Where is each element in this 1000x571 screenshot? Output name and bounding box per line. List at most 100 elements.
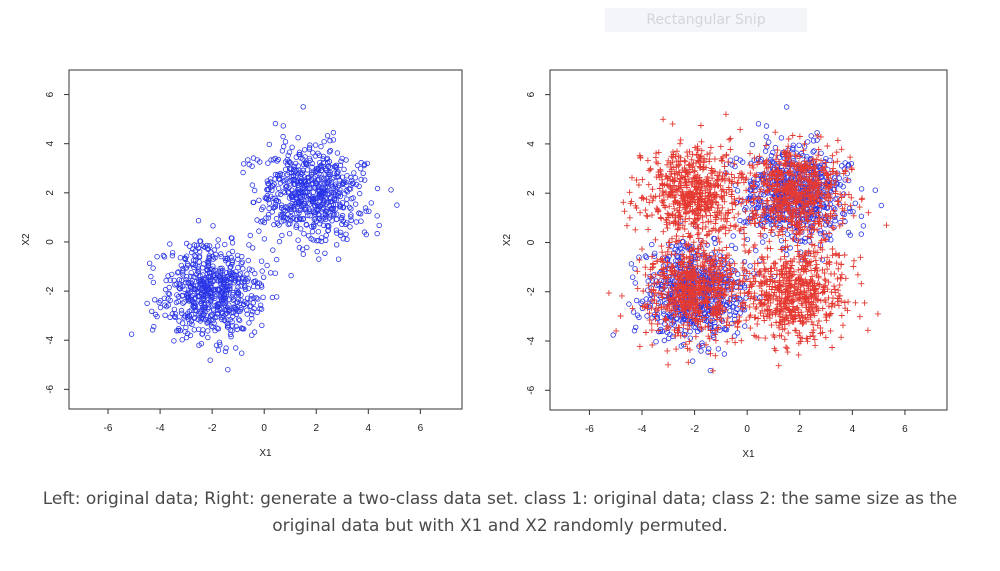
data-point <box>701 283 707 290</box>
data-point <box>722 170 729 177</box>
data-point <box>698 147 705 154</box>
data-point <box>263 195 269 202</box>
data-point <box>162 312 168 318</box>
data-point <box>670 312 677 319</box>
data-point <box>757 188 763 195</box>
data-point <box>658 290 665 297</box>
data-point <box>240 266 246 272</box>
data-point <box>665 239 672 246</box>
data-point <box>685 162 692 169</box>
y-tick-label: 0 <box>526 239 537 245</box>
data-point <box>637 209 644 216</box>
data-point <box>770 199 777 206</box>
data-point <box>192 314 198 321</box>
data-point <box>762 189 769 196</box>
data-point <box>335 192 341 199</box>
data-point <box>163 277 169 284</box>
data-point <box>348 206 354 212</box>
data-point <box>743 199 750 205</box>
class1-series <box>128 104 400 373</box>
data-point <box>295 134 301 141</box>
data-point <box>684 319 691 326</box>
data-point <box>312 211 318 217</box>
data-point <box>680 316 687 323</box>
data-point <box>204 328 211 334</box>
data-point <box>247 232 253 239</box>
data-point <box>356 210 362 216</box>
data-point <box>337 203 343 209</box>
data-point <box>786 153 793 160</box>
data-point <box>705 333 712 340</box>
y-axis-label: X2 <box>21 233 32 246</box>
data-point <box>702 208 709 215</box>
data-point <box>318 171 324 178</box>
data-point <box>649 186 656 193</box>
data-point <box>269 294 276 301</box>
data-point <box>329 217 335 224</box>
data-point <box>806 238 812 244</box>
data-point <box>764 197 771 204</box>
data-point <box>793 231 800 238</box>
data-point <box>785 156 792 163</box>
data-point <box>704 304 710 311</box>
data-point <box>242 286 249 292</box>
data-point <box>307 157 313 164</box>
data-point <box>757 214 764 221</box>
data-point <box>216 339 223 345</box>
data-point <box>808 291 815 298</box>
data-point <box>665 157 672 164</box>
data-point <box>808 318 815 325</box>
data-point <box>769 283 776 290</box>
data-point <box>339 155 345 162</box>
data-point <box>818 198 825 205</box>
data-point <box>772 129 779 136</box>
x-axis-label: X1 <box>259 448 272 459</box>
x-tick-label: 2 <box>797 424 803 435</box>
data-point <box>725 176 732 183</box>
data-point <box>357 165 364 172</box>
data-point <box>670 149 676 155</box>
data-point <box>339 221 345 227</box>
data-point <box>645 226 652 233</box>
data-point <box>757 230 764 237</box>
data-point <box>330 212 337 218</box>
data-point <box>320 153 327 160</box>
data-point <box>709 175 716 182</box>
data-point <box>286 230 293 237</box>
data-point <box>705 323 712 330</box>
y-tick-label: -2 <box>526 287 537 296</box>
data-point <box>249 245 256 251</box>
data-point <box>700 159 707 166</box>
data-point <box>731 199 738 206</box>
data-point <box>812 161 819 168</box>
data-point <box>252 270 258 277</box>
data-point <box>629 174 635 181</box>
data-point <box>343 231 349 237</box>
data-point <box>327 147 334 154</box>
data-point <box>302 188 308 195</box>
data-point <box>739 228 745 235</box>
data-point <box>300 104 306 110</box>
data-point <box>847 154 854 161</box>
data-point <box>723 255 730 261</box>
data-point <box>740 260 747 267</box>
data-point <box>263 215 269 221</box>
data-point <box>668 164 674 170</box>
data-point <box>766 238 773 245</box>
rectangular-snip-overlay[interactable]: Rectangular Snip <box>605 8 807 32</box>
data-point <box>659 180 666 187</box>
data-point <box>828 182 835 189</box>
data-point <box>626 301 632 307</box>
data-point <box>832 250 839 257</box>
data-point <box>674 200 681 206</box>
data-point <box>224 324 231 330</box>
x-tick-label: 6 <box>902 424 908 435</box>
data-point <box>146 260 153 266</box>
data-point <box>276 222 282 228</box>
data-point <box>285 221 291 228</box>
data-point <box>772 189 779 196</box>
data-point <box>751 155 758 162</box>
data-point <box>874 310 881 317</box>
data-point <box>234 287 240 293</box>
data-point <box>215 237 221 243</box>
